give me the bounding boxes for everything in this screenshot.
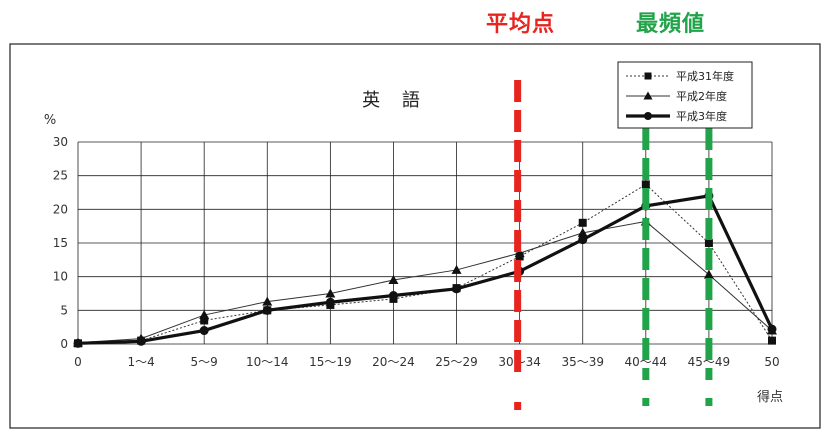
chart-title: 英 語 <box>362 90 428 111</box>
series <box>73 180 777 348</box>
mean-line-end-dash <box>514 402 522 410</box>
y-tick-label: 0 <box>60 337 68 351</box>
x-tick-label: 15～19 <box>309 355 352 369</box>
x-tick-label: 25～29 <box>435 355 478 369</box>
data-point <box>577 227 588 237</box>
series-line-2 <box>77 220 773 344</box>
reference-lines <box>514 80 713 410</box>
data-point <box>641 180 650 189</box>
mode-line-end-dash <box>642 398 650 406</box>
mode-line-end-dash <box>705 398 713 406</box>
data-point <box>452 284 462 294</box>
y-tick-label: 10 <box>53 270 68 284</box>
x-tick-label: 1～4 <box>127 355 154 369</box>
mean-score-label: 平均点 <box>486 12 556 37</box>
y-tick-label: 15 <box>53 236 68 250</box>
data-point <box>768 336 776 345</box>
y-tick-label: 30 <box>53 135 68 149</box>
legend-marker <box>644 112 652 120</box>
data-point <box>73 338 83 348</box>
data-point <box>578 235 588 245</box>
x-tick-label: 0 <box>74 355 82 369</box>
data-point <box>703 269 714 279</box>
legend-marker <box>643 91 653 100</box>
series-line-3 <box>77 194 774 345</box>
legend-marker <box>644 72 652 80</box>
data-point <box>262 305 272 315</box>
x-axis-label: 得点 <box>757 389 783 405</box>
data-point <box>514 248 525 258</box>
data-point <box>199 326 209 336</box>
data-point <box>199 310 210 320</box>
data-point <box>200 316 209 325</box>
data-point <box>136 336 146 346</box>
data-point <box>388 291 398 301</box>
x-tick-label: 5～9 <box>191 355 218 369</box>
x-tick-label: 35～39 <box>561 355 604 369</box>
y-axis-unit: % <box>44 113 56 128</box>
x-tick-label: 50 <box>764 355 779 369</box>
mode-value-label: 最頻値 <box>636 12 706 37</box>
data-point <box>578 218 587 227</box>
x-tick-label: 45～49 <box>688 355 731 369</box>
legend-label: 平成31年度 <box>676 69 734 83</box>
axes: 0 5 10 15 20 25 30 0 1～4 5～9 10～14 15～19 20～24 25～29 3… <box>53 135 780 369</box>
data-point <box>325 297 335 307</box>
legend-label: 平成3年度 <box>676 109 727 123</box>
x-tick-label: 10～14 <box>246 355 289 369</box>
x-tick-label: 20～24 <box>372 355 415 369</box>
data-point <box>704 239 713 247</box>
data-point <box>451 264 462 274</box>
data-point <box>262 296 273 306</box>
data-point <box>767 324 777 334</box>
y-tick-label: 25 <box>53 169 68 183</box>
data-point <box>325 288 336 298</box>
y-tick-label: 20 <box>53 202 68 216</box>
x-tick-label: 40～44 <box>625 355 668 369</box>
legend-label: 平成2年度 <box>676 89 727 103</box>
y-tick-label: 5 <box>60 303 68 317</box>
data-point <box>388 275 399 285</box>
